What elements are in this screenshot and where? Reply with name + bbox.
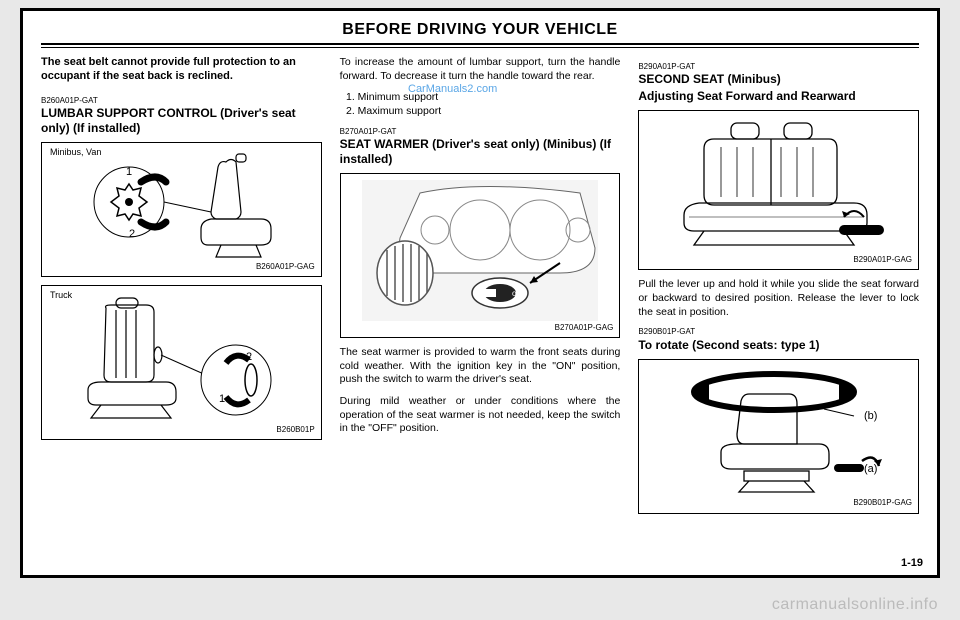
figure-code-b290a: B290A01P-GAG <box>853 255 912 265</box>
figure-label-minibus: Minibus, Van <box>50 147 101 159</box>
label-a: (a) <box>864 463 877 475</box>
figure-seat-warmer: o B270A01P-GAG <box>340 173 621 338</box>
warmer-desc-2: During mild weather or under conditions … <box>340 395 621 436</box>
manual-page: BEFORE DRIVING YOUR VEHICLE CarManuals2.… <box>20 8 940 578</box>
column-2: To increase the amount of lumbar support… <box>340 56 621 546</box>
lumbar-truck-illustration: 2 1 <box>71 290 291 425</box>
lumbar-instruction: To increase the amount of lumbar support… <box>340 56 621 83</box>
section-code-b270a: B270A01P-GAT <box>340 127 621 137</box>
figure-code-b270a: B270A01P-GAG <box>555 323 614 333</box>
figure-code-b260b: B260B01P <box>276 425 314 435</box>
header-rule-thick <box>41 43 919 45</box>
label-b: (b) <box>864 410 877 422</box>
section-code-b290b: B290B01P-GAT <box>638 327 919 337</box>
svg-text:2: 2 <box>246 351 252 363</box>
lumbar-support-levels: Minimum support Maximum support <box>358 91 621 118</box>
footer-watermark: carmanualsonline.info <box>772 596 938 614</box>
figure-code-b290b: B290B01P-GAG <box>853 498 912 508</box>
page-number: 1-19 <box>901 557 923 569</box>
section-title-second-seat: SECOND SEAT (Minibus) <box>638 72 919 87</box>
header-rule-thin <box>41 47 919 48</box>
section-title-warmer: SEAT WARMER (Driver's seat only) (Minibu… <box>340 137 621 167</box>
section-title-adjust: Adjusting Seat Forward and Rearward <box>638 89 919 104</box>
svg-text:1: 1 <box>219 393 225 405</box>
section-code-b290a: B290A01P-GAT <box>638 62 919 72</box>
warning-text: The seat belt cannot provide full protec… <box>41 56 322 84</box>
warmer-desc-1: The seat warmer is provided to warm the … <box>340 346 621 387</box>
lumbar-minibus-illustration: 1 2 <box>71 147 291 262</box>
section-title-rotate: To rotate (Second seats: type 1) <box>638 338 919 353</box>
figure-second-seat: B290A01P-GAG <box>638 110 919 270</box>
column-3: B290A01P-GAT SECOND SEAT (Minibus) Adjus… <box>638 56 919 546</box>
figure-label-truck: Truck <box>50 290 72 302</box>
max-support: Maximum support <box>358 105 621 119</box>
svg-text:o: o <box>512 289 517 298</box>
section-code-b260a: B260A01P-GAT <box>41 96 322 106</box>
column-1: The seat belt cannot provide full protec… <box>41 56 322 546</box>
lumbar-num-1: 1 <box>126 166 132 178</box>
figure-code-b260a: B260A01P-GAG <box>256 262 315 272</box>
min-support: Minimum support <box>358 91 621 105</box>
content-columns: The seat belt cannot provide full protec… <box>41 56 919 546</box>
seat-warmer-illustration: o <box>360 178 600 323</box>
figure-lumbar-minibus: Minibus, Van 1 2 <box>41 142 322 277</box>
figure-rotate-seat: (a) (b) B290B01P-GAG <box>638 359 919 514</box>
figure-lumbar-truck: Truck <box>41 285 322 440</box>
page-header-title: BEFORE DRIVING YOUR VEHICLE <box>41 21 919 39</box>
section-title-lumbar: LUMBAR SUPPORT CONTROL (Driver's seat on… <box>41 106 322 136</box>
second-seat-illustration <box>659 115 899 255</box>
adjust-instruction: Pull the lever up and hold it while you … <box>638 278 919 319</box>
lumbar-num-2: 2 <box>129 228 135 240</box>
rotate-seat-illustration: (a) (b) <box>659 364 899 499</box>
